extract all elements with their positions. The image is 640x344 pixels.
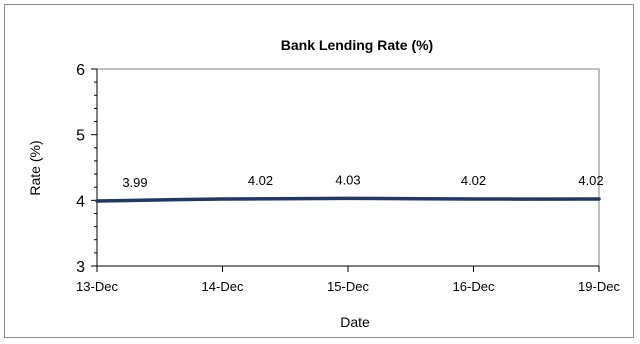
x-tick-label: 15-Dec bbox=[327, 279, 369, 294]
y-tick-label: 5 bbox=[76, 128, 85, 145]
x-tick-label: 13-Dec bbox=[76, 279, 118, 294]
x-axis-ticks: 13-Dec 14-Dec 15-Dec 16-Dec 19-Dec bbox=[76, 266, 620, 294]
x-axis-title: Date bbox=[340, 314, 370, 330]
y-tick-label: 3 bbox=[76, 259, 85, 276]
x-tick-label: 19-Dec bbox=[578, 279, 620, 294]
data-label: 4.02 bbox=[578, 173, 603, 188]
y-axis-ticks: 3 4 5 6 bbox=[76, 62, 97, 276]
y-tick-label: 4 bbox=[76, 193, 85, 210]
data-labels: 3.99 4.02 4.03 4.02 4.02 bbox=[122, 172, 603, 190]
x-tick-label: 14-Dec bbox=[202, 279, 244, 294]
chart-title: Bank Lending Rate (%) bbox=[281, 37, 433, 53]
y-axis-title: Rate (%) bbox=[27, 140, 43, 195]
y-tick-label: 6 bbox=[76, 62, 85, 79]
data-label: 4.02 bbox=[461, 173, 486, 188]
series-layer bbox=[95, 196, 601, 203]
x-tick-label: 16-Dec bbox=[453, 279, 495, 294]
data-label: 3.99 bbox=[122, 175, 147, 190]
data-label: 4.03 bbox=[335, 172, 360, 187]
data-label: 4.02 bbox=[248, 173, 273, 188]
plot-area bbox=[96, 68, 600, 267]
